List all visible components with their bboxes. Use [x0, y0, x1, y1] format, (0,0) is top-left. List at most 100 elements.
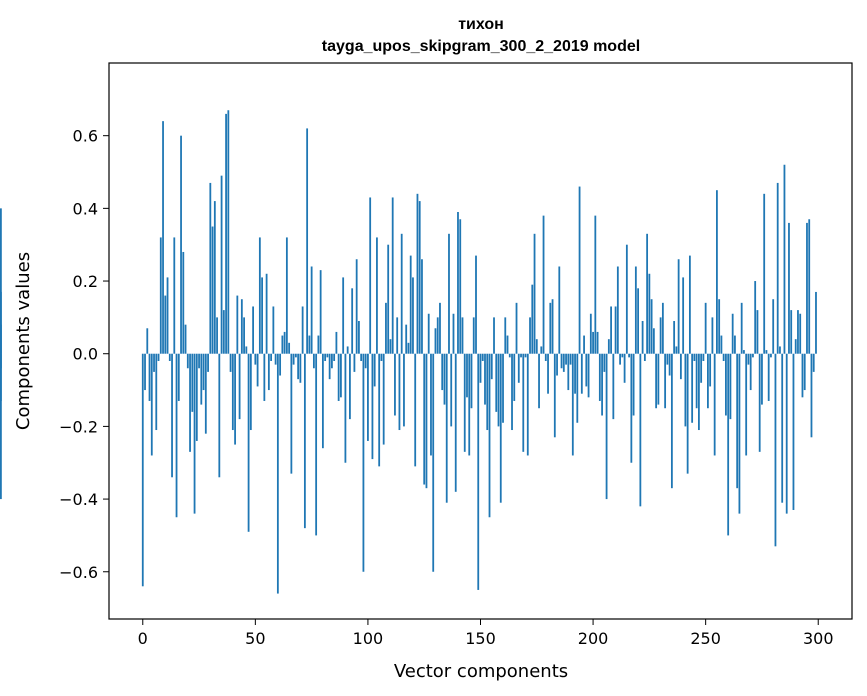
bar-27: [202, 353, 205, 391]
x-tick-label: 250: [690, 629, 721, 648]
bar-286: [785, 353, 788, 514]
x-tick-label: 0: [138, 629, 148, 648]
bar-50: [254, 353, 257, 365]
bar-76: [312, 353, 315, 369]
x-tick-label: 50: [245, 629, 265, 648]
bar-152: [484, 353, 486, 405]
bar-4: [150, 353, 153, 456]
bar-91: [346, 346, 349, 354]
bar-6: [155, 353, 158, 431]
bar-197: [585, 353, 588, 387]
bar-181: [549, 302, 552, 354]
bar-217: [630, 353, 633, 463]
bar-24: [195, 353, 198, 441]
bar-290: [794, 339, 797, 354]
bar-222: [641, 321, 644, 354]
bar-274: [758, 353, 761, 452]
bar-111: [391, 197, 394, 354]
bar-46: [245, 346, 248, 354]
bar-283: [779, 346, 781, 354]
bar-34: [218, 353, 221, 478]
bar-189: [567, 353, 570, 391]
bar-51: [256, 353, 259, 387]
bar-122: [416, 193, 419, 354]
bar-135: [445, 353, 448, 503]
bar-54: [263, 353, 266, 401]
bar-245: [693, 353, 696, 361]
bar-246: [695, 353, 698, 409]
bar-272: [754, 281, 757, 354]
bar-96: [358, 321, 360, 354]
bar-74: [308, 335, 311, 354]
bar-220: [637, 288, 640, 354]
y-axis-ticks: −0.6 −0.4 −0.2 0.0 0.2 0.4 0.6: [59, 127, 109, 582]
bar-35: [220, 175, 223, 354]
bar-163: [508, 353, 511, 358]
bar-134: [443, 353, 446, 405]
bar-37: [225, 113, 227, 354]
x-axis-ticks: 0 50 100 150 200 250 300: [138, 619, 834, 648]
bar-235: [670, 353, 673, 489]
bar-165: [513, 353, 516, 401]
bar-100: [367, 353, 369, 441]
bar-248: [700, 353, 703, 383]
chart-subtitle: tayga_upos_skipgram_300_2_2019 model: [322, 38, 640, 55]
bar-250: [704, 302, 707, 354]
bar-214: [623, 353, 626, 383]
bar-162: [506, 335, 509, 354]
bar-132: [439, 302, 441, 354]
bar-237: [675, 346, 678, 354]
bar-227: [652, 328, 655, 354]
bar-116: [403, 353, 405, 427]
bar-194: [578, 186, 581, 354]
bar-55: [265, 273, 268, 354]
bar-81: [324, 353, 327, 361]
bar-252: [709, 353, 712, 387]
bar-249: [702, 353, 705, 361]
bar-43: [238, 353, 241, 420]
bar-0: [141, 353, 144, 587]
bar-273: [756, 310, 759, 354]
bar-151: [481, 353, 484, 361]
y-tick-label: 0.0: [73, 345, 98, 364]
bar-169: [522, 353, 525, 452]
bar-154: [488, 353, 491, 518]
bar-176: [538, 353, 540, 409]
bar-82: [326, 353, 329, 358]
bar-281: [774, 353, 777, 547]
y-tick-label: −0.2: [59, 417, 98, 436]
bar-58: [272, 306, 275, 354]
bar-145: [468, 353, 471, 456]
bar-92: [349, 353, 351, 420]
bar-110: [389, 339, 392, 354]
bar-206: [605, 353, 608, 500]
bar-268: [745, 353, 748, 456]
bar-262: [731, 313, 734, 354]
bar-232: [664, 353, 667, 409]
bar-164: [511, 353, 513, 431]
bar-157: [495, 353, 498, 412]
bar-140: [457, 211, 459, 354]
bar-203: [598, 353, 601, 401]
bar-25: [198, 353, 200, 369]
bar-70: [299, 353, 302, 383]
bar-267: [743, 350, 745, 354]
bar-63: [283, 331, 286, 354]
bar-215: [625, 244, 628, 354]
bar-75: [310, 266, 313, 354]
y-tick-label: 0.6: [73, 127, 98, 146]
bar-257: [720, 335, 723, 354]
bar-131: [436, 317, 439, 354]
bar-64: [285, 237, 288, 354]
plot-frame: [108, 62, 853, 620]
bar-187: [562, 353, 565, 372]
bar-219: [634, 266, 637, 354]
bar-223: [643, 353, 646, 361]
bar-295: [806, 222, 808, 354]
bar-93: [351, 288, 354, 354]
chart-title: тихон: [458, 16, 504, 33]
bar-1: [144, 353, 146, 391]
bar-9: [162, 121, 164, 354]
bar-26: [200, 353, 203, 405]
